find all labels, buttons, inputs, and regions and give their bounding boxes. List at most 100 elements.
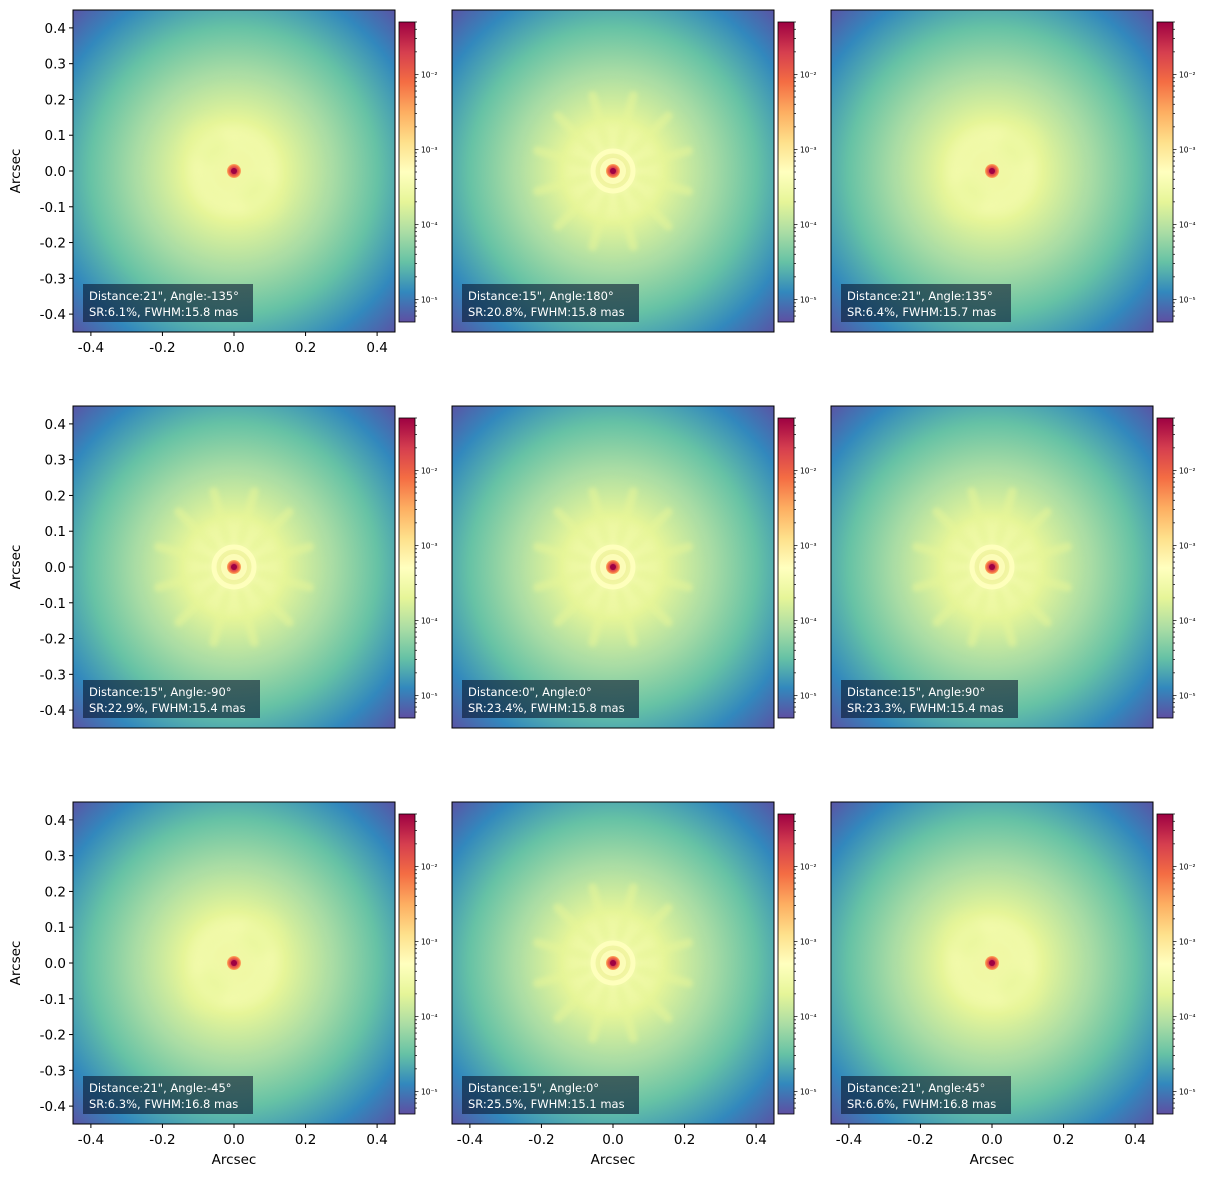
psf-peak <box>231 564 237 570</box>
annotation-box <box>83 1076 253 1114</box>
colorbar-tick-label: 10⁻⁴ <box>1179 220 1196 229</box>
annotation-sr-fwhm: SR:22.9%, FWHM:15.4 mas <box>89 701 246 715</box>
colorbar-tick-label: 10⁻³ <box>1179 937 1196 946</box>
annotation-sr-fwhm: SR:6.3%, FWHM:16.8 mas <box>89 1097 238 1111</box>
colorbar-tick-label: 10⁻² <box>1179 466 1196 475</box>
psf-panel-8: Distance:15", Angle:0° SR:25.5%, FWHM:15.… <box>451 801 817 1168</box>
x-axis-label: Arcsec <box>591 1152 636 1168</box>
psf-airy-ring <box>590 148 636 194</box>
colorbar-tick-label: 10⁻³ <box>800 145 817 154</box>
x-tick-label: 0.0 <box>981 1132 1002 1148</box>
colorbar-tick-label: 10⁻⁴ <box>800 1012 817 1021</box>
psf-image <box>831 10 1153 332</box>
y-tick-label: 0.2 <box>45 488 66 504</box>
colorbar-tick-label: 10⁻³ <box>421 541 438 550</box>
annotation-distance-angle: Distance:0", Angle:0° <box>468 685 592 699</box>
annotation-distance-angle: Distance:21", Angle:45° <box>847 1081 985 1095</box>
y-tick-label: 0.1 <box>45 524 66 540</box>
psf-panel-9: Distance:21", Angle:45° SR:6.6%, FWHM:16.… <box>830 801 1196 1168</box>
annotation-distance-angle: Distance:15", Angle:90° <box>847 685 985 699</box>
psf-peak <box>610 960 616 966</box>
colorbar-gradient <box>398 417 416 719</box>
y-tick-label: 0.0 <box>45 560 66 576</box>
y-tick-label: -0.2 <box>40 1028 66 1044</box>
psf-annotation: Distance:21", Angle:-135° SR:6.1%, FWHM:1… <box>83 284 253 322</box>
x-tick-label: 0.2 <box>295 1132 316 1148</box>
psf-image <box>831 406 1153 728</box>
x-tick-label: 0.4 <box>745 1132 766 1148</box>
y-tick-label: 0.1 <box>45 128 66 144</box>
psf-image <box>831 802 1153 1124</box>
x-axis-label: Arcsec <box>212 1152 257 1168</box>
colorbar-gradient <box>1156 417 1174 719</box>
psf-image <box>452 406 774 728</box>
annotation-box <box>83 680 260 718</box>
psf-peak <box>610 564 616 570</box>
y-tick-label: 0.2 <box>45 92 66 108</box>
psf-control-ring <box>137 866 331 1060</box>
colorbar-tick-label: 10⁻⁵ <box>421 295 438 304</box>
x-tick-label: 0.4 <box>366 340 387 356</box>
colorbar-tick-label: 10⁻⁴ <box>421 616 438 625</box>
psf-airy-ring <box>590 940 636 986</box>
psf-control-ring <box>895 866 1089 1060</box>
colorbar-tick-label: 10⁻⁴ <box>1179 1012 1196 1021</box>
psf-panel-5: Distance:0", Angle:0° SR:23.4%, FWHM:15.8… <box>451 405 817 729</box>
psf-panel-2: Distance:15", Angle:180° SR:20.8%, FWHM:1… <box>451 9 817 333</box>
annotation-sr-fwhm: SR:23.3%, FWHM:15.4 mas <box>847 701 1004 715</box>
y-tick-label: -0.4 <box>40 1099 66 1115</box>
x-tick-label: 0.2 <box>1053 1132 1074 1148</box>
annotation-sr-fwhm: SR:6.1%, FWHM:15.8 mas <box>89 305 238 319</box>
colorbar-tick-label: 10⁻² <box>421 862 438 871</box>
psf-control-ring <box>137 74 331 268</box>
psf-annotation: Distance:15", Angle:-90° SR:22.9%, FWHM:1… <box>83 680 260 718</box>
colorbar-tick-label: 10⁻³ <box>1179 145 1196 154</box>
y-tick-label: 0.1 <box>45 920 66 936</box>
psf-airy-ring <box>211 544 257 590</box>
colorbar-tick-label: 10⁻⁵ <box>421 691 438 700</box>
y-tick-label: -0.4 <box>40 307 66 323</box>
colorbar-tick-label: 10⁻³ <box>421 937 438 946</box>
x-tick-label: -0.4 <box>78 1132 104 1148</box>
annotation-distance-angle: Distance:21", Angle:-45° <box>89 1081 232 1095</box>
psf-image <box>452 10 774 332</box>
y-tick-label: -0.3 <box>40 271 66 287</box>
colorbar-gradient <box>1156 21 1174 323</box>
colorbar-gradient <box>777 417 795 719</box>
colorbar-tick-label: 10⁻⁴ <box>800 616 817 625</box>
annotation-box <box>841 284 1011 322</box>
colorbar-tick-label: 10⁻⁵ <box>800 295 817 304</box>
psf-panel-4: Distance:15", Angle:-90° SR:22.9%, FWHM:1… <box>8 405 438 729</box>
annotation-box <box>462 680 639 718</box>
colorbar-gradient <box>777 813 795 1115</box>
psf-annotation: Distance:21", Angle:135° SR:6.4%, FWHM:15… <box>841 284 1011 322</box>
psf-annotation: Distance:21", Angle:-45° SR:6.3%, FWHM:16… <box>83 1076 253 1114</box>
y-tick-label: 0.0 <box>45 956 66 972</box>
psf-panel-6: Distance:15", Angle:90° SR:23.3%, FWHM:15… <box>830 405 1196 729</box>
psf-peak <box>231 168 237 174</box>
y-tick-label: -0.1 <box>40 992 66 1008</box>
colorbar: 10⁻⁵ 10⁻⁴ 10⁻³ 10⁻² <box>1156 417 1196 719</box>
x-tick-label: 0.2 <box>295 340 316 356</box>
colorbar-tick-label: 10⁻⁴ <box>800 220 817 229</box>
psf-annotation: Distance:15", Angle:90° SR:23.3%, FWHM:15… <box>841 680 1018 718</box>
y-tick-label: -0.1 <box>40 596 66 612</box>
colorbar-tick-label: 10⁻² <box>421 70 438 79</box>
x-tick-label: -0.2 <box>528 1132 554 1148</box>
colorbar-tick-label: 10⁻⁵ <box>800 691 817 700</box>
psf-peak <box>989 168 995 174</box>
y-tick-label: -0.3 <box>40 667 66 683</box>
annotation-box <box>841 1076 1011 1114</box>
axes-frame <box>830 405 1154 729</box>
x-tick-label: -0.4 <box>78 340 104 356</box>
annotation-sr-fwhm: SR:25.5%, FWHM:15.1 mas <box>468 1097 625 1111</box>
annotation-distance-angle: Distance:15", Angle:0° <box>468 1081 599 1095</box>
psf-airy-ring <box>590 544 636 590</box>
annotation-distance-angle: Distance:15", Angle:180° <box>468 289 614 303</box>
annotation-distance-angle: Distance:15", Angle:-90° <box>89 685 232 699</box>
y-tick-label: -0.2 <box>40 236 66 252</box>
x-tick-label: 0.4 <box>1124 1132 1145 1148</box>
y-tick-label: 0.4 <box>45 21 66 37</box>
x-tick-label: 0.4 <box>366 1132 387 1148</box>
axes-frame <box>830 9 1154 333</box>
